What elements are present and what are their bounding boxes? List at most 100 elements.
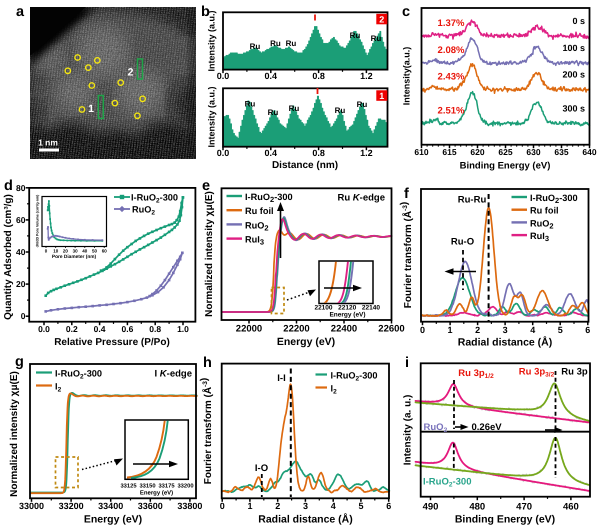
svg-text:0.6: 0.6: [121, 324, 133, 334]
svg-text:0.4: 0.4: [265, 71, 278, 81]
svg-text:a: a: [16, 4, 25, 20]
svg-text:0 s: 0 s: [572, 16, 585, 26]
svg-text:630: 630: [526, 147, 540, 157]
svg-text:0.8: 0.8: [312, 71, 325, 81]
svg-text:RuI3: RuI3: [245, 235, 264, 247]
svg-text:Ru: Ru: [245, 100, 256, 109]
svg-text:635: 635: [554, 147, 568, 157]
svg-text:Fourier transform (Å-3): Fourier transform (Å-3): [399, 202, 414, 308]
svg-text:Radial distance (Å): Radial distance (Å): [258, 513, 353, 526]
svg-text:20: 20: [16, 279, 26, 289]
svg-text:0.8: 0.8: [149, 324, 161, 334]
svg-text:0.0: 0.0: [217, 71, 230, 81]
svg-text:2.43%: 2.43%: [438, 72, 465, 83]
svg-text:3: 3: [503, 325, 508, 335]
svg-text:4: 4: [331, 501, 336, 511]
svg-text:Normalized intensity χμ(E): Normalized intensity χμ(E): [204, 191, 215, 317]
svg-text:615: 615: [442, 147, 456, 157]
svg-text:c: c: [402, 4, 410, 20]
svg-text:Pore Diameter (nm): Pore Diameter (nm): [52, 254, 97, 260]
svg-text:Energy (eV): Energy (eV): [277, 336, 335, 348]
svg-text:Quantity Adsorbed (cm³/g): Quantity Adsorbed (cm³/g): [3, 194, 14, 320]
svg-text:22600: 22600: [378, 324, 404, 335]
svg-text:2: 2: [379, 14, 384, 24]
svg-text:490: 490: [423, 502, 439, 513]
svg-text:0.0: 0.0: [38, 324, 50, 334]
svg-text:Energy (eV): Energy (eV): [84, 514, 142, 526]
svg-text:60: 60: [16, 215, 26, 225]
svg-text:5: 5: [358, 501, 363, 511]
svg-text:1: 1: [379, 91, 384, 101]
svg-text:RuO2: RuO2: [245, 220, 269, 232]
svg-text:0.26eV: 0.26eV: [472, 422, 503, 433]
svg-text:Ru: Ru: [289, 104, 300, 113]
svg-text:33200: 33200: [177, 483, 193, 490]
svg-text:I-RuO2-300: I-RuO2-300: [131, 193, 178, 205]
svg-text:Intensity(a.u.): Intensity(a.u.): [402, 47, 412, 106]
svg-text:dV/dD Pore Volume (cm³/g·nm): dV/dD Pore Volume (cm³/g·nm): [36, 194, 40, 247]
svg-text:Intensity (a.u.): Intensity (a.u.): [207, 10, 217, 71]
svg-text:33175: 33175: [158, 483, 175, 490]
svg-text:5: 5: [558, 325, 563, 335]
svg-text:480: 480: [469, 502, 485, 513]
svg-text:RuO2: RuO2: [424, 422, 448, 434]
svg-text:33000: 33000: [19, 501, 44, 511]
svg-text:33125: 33125: [120, 483, 137, 490]
svg-text:Ru-Ru: Ru-Ru: [458, 195, 487, 206]
svg-text:2: 2: [475, 325, 480, 335]
svg-text:I-RuO2-300: I-RuO2-300: [331, 370, 378, 382]
svg-text:I-RuO2-300: I-RuO2-300: [530, 193, 578, 205]
svg-text:2: 2: [275, 501, 280, 511]
svg-text:h: h: [203, 355, 212, 371]
svg-text:Intensity (a. u.): Intensity (a. u.): [403, 395, 414, 466]
svg-text:40: 40: [82, 249, 88, 254]
svg-text:Ru: Ru: [268, 108, 279, 117]
svg-text:b: b: [201, 4, 210, 20]
svg-text:0.8: 0.8: [312, 148, 325, 158]
svg-text:e: e: [202, 178, 210, 194]
svg-text:10: 10: [53, 249, 59, 254]
svg-text:1.2: 1.2: [360, 71, 373, 81]
svg-text:Ru 3p: Ru 3p: [561, 367, 588, 378]
svg-text:0.4: 0.4: [94, 324, 106, 334]
svg-text:Ru foil: Ru foil: [245, 206, 274, 216]
svg-text:RuO2: RuO2: [132, 205, 155, 217]
svg-text:22000: 22000: [236, 324, 262, 335]
svg-text:Energy (eV): Energy (eV): [140, 490, 173, 497]
svg-text:I2: I2: [331, 383, 338, 395]
svg-text:2: 2: [128, 67, 134, 79]
svg-text:1 nm: 1 nm: [38, 138, 58, 148]
svg-text:0: 0: [21, 311, 26, 321]
svg-text:g: g: [15, 354, 24, 370]
svg-text:Fourier transform (Å-3): Fourier transform (Å-3): [199, 378, 214, 484]
svg-text:Intensity (a.u.): Intensity (a.u.): [207, 86, 217, 147]
svg-text:640: 640: [582, 147, 596, 157]
svg-text:6: 6: [585, 325, 590, 335]
svg-text:610: 610: [414, 147, 428, 157]
svg-text:0: 0: [45, 249, 48, 254]
svg-text:1.0: 1.0: [177, 324, 189, 334]
svg-text:I2: I2: [55, 381, 62, 393]
svg-text:Energy (eV): Energy (eV): [329, 312, 365, 319]
svg-text:0.4: 0.4: [265, 148, 278, 158]
svg-text:Ru: Ru: [335, 106, 346, 115]
svg-text:22140: 22140: [362, 305, 380, 312]
svg-text:33150: 33150: [139, 483, 155, 490]
svg-text:RuO2: RuO2: [530, 218, 554, 230]
svg-text:22100: 22100: [314, 305, 332, 312]
svg-text:Relative Pressure (P/Po): Relative Pressure (P/Po): [54, 337, 170, 348]
svg-text:0.2: 0.2: [66, 324, 78, 334]
svg-text:0.0: 0.0: [217, 148, 230, 158]
svg-text:Ru: Ru: [270, 39, 281, 48]
svg-text:1.37%: 1.37%: [438, 18, 465, 29]
svg-text:200 s: 200 s: [562, 70, 585, 80]
svg-text:1: 1: [247, 501, 252, 511]
svg-text:Ru-O: Ru-O: [451, 237, 474, 248]
svg-text:1.2: 1.2: [360, 148, 373, 158]
svg-text:Binding Energy (eV): Binding Energy (eV): [460, 161, 551, 172]
svg-text:Ru K-edge: Ru K-edge: [337, 193, 385, 204]
svg-text:20: 20: [63, 249, 69, 254]
svg-text:22200: 22200: [283, 324, 309, 335]
svg-text:I-RuO2-300: I-RuO2-300: [55, 368, 102, 380]
svg-text:470: 470: [516, 502, 532, 513]
